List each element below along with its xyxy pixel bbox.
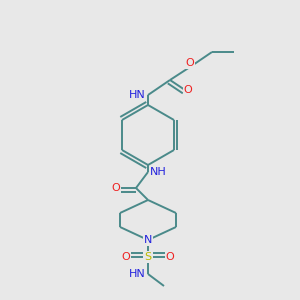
Text: O: O <box>186 58 194 68</box>
Text: O: O <box>122 252 130 262</box>
Text: S: S <box>144 252 152 262</box>
Text: N: N <box>144 235 152 245</box>
Text: NH: NH <box>150 167 167 177</box>
Text: O: O <box>184 85 192 95</box>
Text: HN: HN <box>129 269 146 279</box>
Text: HN: HN <box>129 90 146 100</box>
Text: O: O <box>112 183 120 193</box>
Text: O: O <box>166 252 174 262</box>
